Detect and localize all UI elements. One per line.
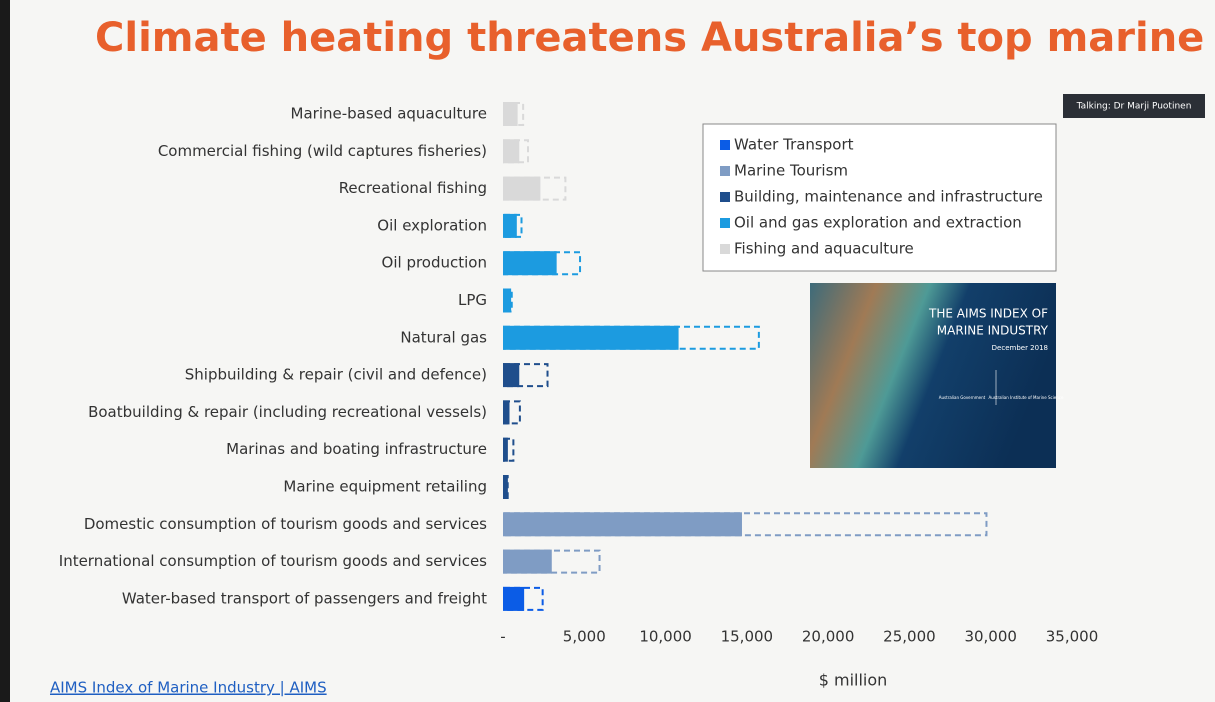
y-tick-label: Natural gas [400,328,487,346]
cover-date: December 2018 [992,344,1048,352]
legend-label: Oil and gas exploration and extraction [734,214,1022,232]
legend-label: Water Transport [734,136,854,154]
y-tick-label: Boatbuilding & repair (including recreat… [88,403,487,421]
x-tick-label: 35,000 [1046,628,1099,646]
legend-label: Building, maintenance and infrastructure [734,188,1043,206]
legend-swatch [720,244,730,254]
x-tick-label: 20,000 [802,628,855,646]
cover-image: THE AIMS INDEX OF MARINE INDUSTRY Decemb… [810,283,1064,468]
legend-swatch [720,166,730,176]
bar [503,289,511,313]
bar [503,102,518,126]
y-tick-label: Commercial fishing (wild captures fisher… [158,142,487,160]
legend-swatch [720,140,730,150]
y-tick-label: Marine-based aquaculture [291,105,487,123]
legend-label: Marine Tourism [734,162,848,180]
y-tick-label: Oil production [382,254,487,272]
bar [503,251,557,275]
slide: Climate heating threatens Australia’s to… [0,0,1215,702]
x-axis-label: $ million [819,671,888,690]
y-tick-label: Oil exploration [377,216,487,234]
y-tick-label: Water-based transport of passengers and … [122,589,487,607]
x-tick-label: 5,000 [563,628,606,646]
legend-label: Fishing and aquaculture [734,240,914,258]
y-tick-label: Shipbuilding & repair (civil and defence… [185,366,487,384]
bar [503,475,508,499]
y-tick-label: Recreational fishing [339,179,487,197]
bar [503,363,519,387]
cover-title: THE AIMS INDEX OF [928,307,1048,321]
speaker: Talking: Dr Marji Puotinen [1076,102,1192,112]
chart-title: Climate heating threatens Australia’s to… [95,15,1215,61]
x-tick-label: - [500,628,505,646]
bar [503,400,510,424]
legend-swatch [720,218,730,228]
bar [503,587,524,611]
legend-swatch [720,192,730,202]
y-tick-label: Domestic consumption of tourism goods an… [84,515,487,533]
cover-logo: Australian Government [939,395,986,400]
bar [503,438,508,462]
x-tick-label: 25,000 [883,628,936,646]
x-tick-label: 30,000 [964,628,1017,646]
cover-logo: Australian Institute of Marine Science [989,395,1064,400]
bar [503,177,540,201]
x-tick-label: 15,000 [721,628,774,646]
bar [503,550,552,574]
y-tick-label: Marinas and boating infrastructure [226,440,487,458]
y-tick-label: LPG [458,291,487,309]
bar [503,214,517,238]
bar [503,139,519,163]
cover-title: MARINE INDUSTRY [937,324,1049,338]
x-tick-label: 10,000 [639,628,692,646]
page: Climate heating threatens Australia’s to… [0,0,1215,702]
y-tick-label: Marine equipment retailing [283,478,487,496]
source-link[interactable]: AIMS Index of Marine Industry | AIMS [50,679,327,697]
bar [503,326,679,350]
bar [503,512,742,536]
y-tick-label: International consumption of tourism goo… [59,552,487,570]
